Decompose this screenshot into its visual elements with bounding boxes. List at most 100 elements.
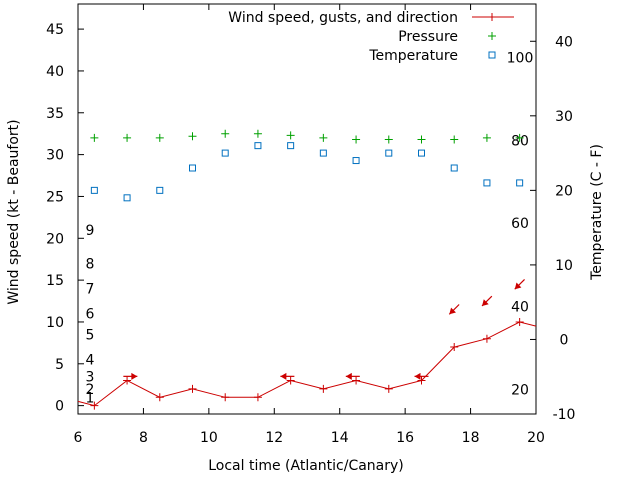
beaufort-label: 8 (86, 256, 95, 272)
legend: Wind speed, gusts, and direction Pressure… (228, 10, 514, 64)
y-tick-label-right: 10 (555, 258, 573, 274)
pressure-point (123, 133, 132, 142)
wind-arrow-head (280, 372, 287, 380)
y-tick-label-left: 35 (46, 106, 64, 122)
temperature-point (189, 164, 196, 172)
y-axis-label-left: Wind speed (kt - Beaufort) (6, 119, 22, 304)
beaufort-label: 2 (86, 382, 95, 398)
beaufort-label: 4 (86, 353, 95, 369)
legend-label: Wind speed, gusts, and direction (228, 10, 458, 26)
x-tick-label: 16 (396, 430, 414, 446)
y-axis-label-right: Temperature (C - F) (589, 144, 605, 281)
temperature-point (483, 179, 491, 187)
x-tick-label: 6 (74, 430, 83, 446)
y-tick-label-left: 15 (46, 273, 64, 289)
wind-arrow-head (131, 372, 138, 380)
pressure-point (253, 129, 262, 138)
y-tick-label-right: 20 (555, 183, 573, 199)
pressure-point (286, 131, 295, 140)
temperature-point (90, 186, 98, 194)
y-tick-label-right: 0 (560, 332, 569, 348)
wind-point (515, 317, 524, 326)
y-tick-label-left: 5 (55, 357, 64, 373)
legend-swatch-marker (488, 13, 496, 21)
wind-point (482, 334, 491, 343)
wind-arrow-head (414, 372, 421, 380)
temperature-point (254, 142, 262, 150)
y-tick-label-left: 40 (46, 64, 64, 80)
y-tick-label-left: 30 (46, 148, 64, 164)
y-tick-label-right: -10 (553, 407, 576, 423)
pressure-point (155, 133, 164, 142)
wind-point (253, 393, 262, 402)
beaufort-label: 1 (86, 390, 95, 406)
pressure-point (482, 133, 491, 142)
wind-point (384, 384, 393, 393)
x-tick-label: 10 (200, 430, 218, 446)
fahrenheit-label: 40 (511, 300, 529, 316)
wind-point (450, 343, 459, 352)
wind-point (155, 393, 164, 402)
legend-swatch (488, 32, 496, 40)
fahrenheit-label: 100 (507, 51, 534, 67)
pressure-point (515, 133, 524, 142)
plot-frame (77, 3, 537, 415)
pressure-point (352, 135, 361, 144)
beaufort-label: 3 (86, 369, 95, 385)
x-tick-label: 18 (462, 430, 480, 446)
legend-label: Temperature (368, 48, 458, 64)
x-tick-label: 14 (331, 430, 349, 446)
wind-point (417, 376, 426, 385)
wind-point (221, 393, 230, 402)
wind-arrow-head (345, 372, 352, 380)
y-tick-label-left: 20 (46, 231, 64, 247)
wind-arrow-head (514, 282, 522, 290)
temperature-point (450, 164, 458, 172)
y-tick-label-right: 40 (555, 34, 573, 50)
beaufort-label: 7 (86, 281, 95, 297)
legend-label: Pressure (398, 29, 458, 45)
temperature-point (352, 157, 360, 165)
beaufort-label: 5 (86, 328, 95, 344)
temperature-point (156, 186, 164, 194)
legend-swatch (488, 51, 496, 59)
x-tick-label: 12 (265, 430, 283, 446)
wind-speed-line (77, 321, 537, 407)
marks-layer (77, 129, 537, 410)
wind-arrow-head (449, 307, 456, 315)
temperature-point (221, 149, 229, 157)
x-tick-label: 20 (527, 430, 545, 446)
temperature-point (418, 149, 425, 157)
temperature-point (287, 142, 295, 150)
wind-arrow-head (482, 299, 489, 306)
fahrenheit-label: 20 (511, 382, 529, 398)
wind-point (188, 384, 197, 393)
pressure-point (450, 135, 459, 144)
temperature-point (319, 149, 327, 157)
temperature-point (516, 179, 524, 187)
pressure-point (221, 129, 230, 138)
axes-layer: 6 8 10 12 14 16 18 20051015202530354045-1001020… (46, 3, 576, 446)
y-tick-label-left: 0 (55, 399, 64, 415)
wind-point (90, 401, 99, 410)
y-tick-label-right: 30 (555, 109, 573, 125)
beaufort-label: 9 (86, 223, 95, 239)
x-axis-label: Local time (Atlantic/Canary) (208, 458, 404, 474)
wind-point (286, 376, 295, 385)
y-tick-label-left: 25 (46, 189, 64, 205)
pressure-point (417, 135, 426, 144)
y-tick-label-left: 45 (46, 22, 64, 38)
x-tick-label: 8 (139, 430, 148, 446)
wind-point (319, 384, 328, 393)
wind-point (352, 376, 361, 385)
pressure-point (319, 133, 328, 142)
pressure-point (90, 133, 99, 142)
y-tick-label-left: 10 (46, 315, 64, 331)
temperature-point (123, 194, 131, 202)
wind-point (123, 376, 132, 385)
beaufort-label: 6 (86, 307, 95, 323)
temperature-point (385, 149, 393, 157)
pressure-point (384, 135, 393, 144)
pressure-point (188, 132, 197, 141)
